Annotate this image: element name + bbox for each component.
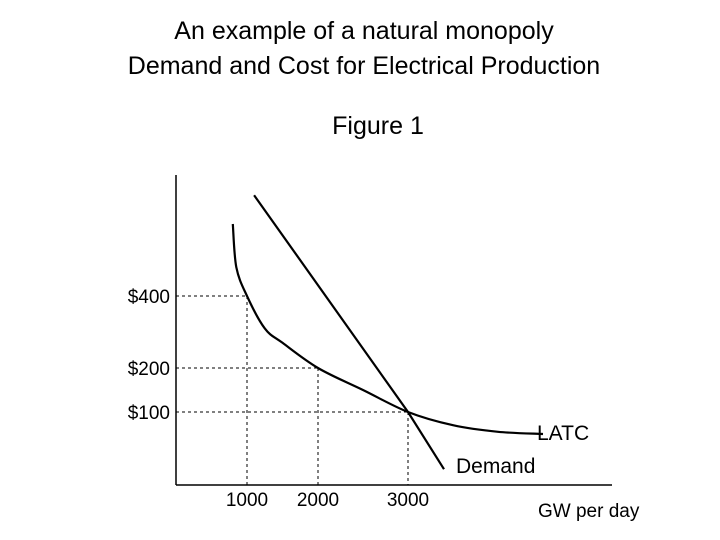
series-demand-line	[253, 194, 445, 470]
guide-lines	[176, 295, 409, 485]
title-line-2: Demand and Cost for Electrical Productio…	[127, 52, 601, 80]
title-line-1: An example of a natural monopoly	[174, 17, 554, 45]
figure-label: Figure 1	[332, 112, 424, 140]
curves	[231, 194, 544, 470]
y-tick-200: $200	[128, 359, 170, 380]
x-tick-3000: 3000	[387, 490, 429, 511]
series-latc-line	[231, 223, 544, 436]
y-tick-100: $100	[128, 403, 170, 424]
y-tick-400: $400	[128, 287, 170, 308]
tick-labels: 1000 2000 3000 $400 $200 $100	[128, 287, 429, 511]
x-tick-2000: 2000	[297, 490, 339, 511]
series-demand-label: Demand	[456, 455, 535, 478]
x-tick-1000: 1000	[226, 490, 268, 511]
series-latc-label: LATC	[537, 422, 589, 445]
x-axis-label: GW per day	[538, 501, 640, 522]
slide-title: An example of a natural monopoly Demand …	[0, 14, 720, 84]
axes	[175, 175, 612, 486]
